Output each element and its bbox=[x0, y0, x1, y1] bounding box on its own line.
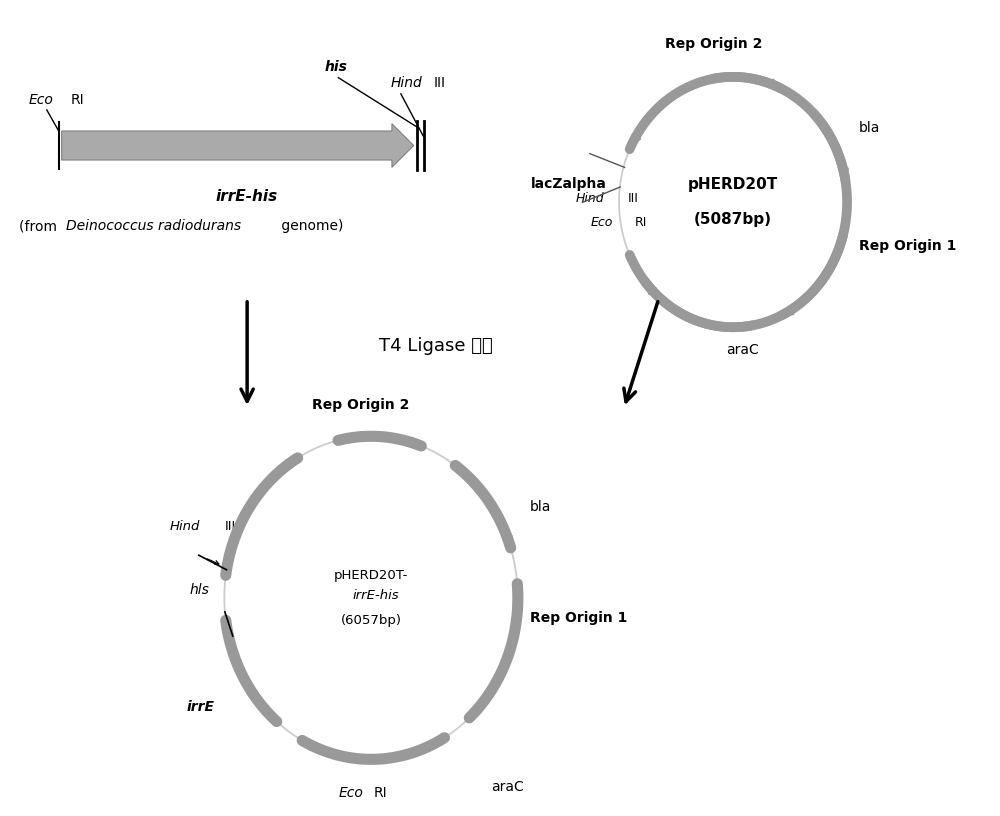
Text: irrE-his: irrE-his bbox=[216, 189, 278, 204]
Text: araC: araC bbox=[727, 344, 759, 357]
FancyArrow shape bbox=[62, 124, 414, 167]
Text: III: III bbox=[225, 521, 236, 533]
Text: RI: RI bbox=[71, 93, 84, 107]
Text: Hind: Hind bbox=[576, 192, 604, 205]
Text: T4 Ligase 连接: T4 Ligase 连接 bbox=[379, 337, 492, 355]
Text: Hind: Hind bbox=[169, 521, 200, 533]
Text: RI: RI bbox=[374, 786, 388, 800]
Text: Hind: Hind bbox=[391, 76, 423, 90]
Text: (from: (from bbox=[19, 219, 61, 233]
Text: Rep Origin 1: Rep Origin 1 bbox=[859, 239, 956, 254]
Text: Rep Origin 1: Rep Origin 1 bbox=[530, 611, 627, 625]
Text: Eco: Eco bbox=[591, 215, 613, 228]
Text: Deinococcus radiodurans: Deinococcus radiodurans bbox=[66, 219, 241, 233]
Text: lacZalpha: lacZalpha bbox=[531, 177, 607, 191]
Text: (5087bp): (5087bp) bbox=[694, 212, 772, 228]
Text: III: III bbox=[434, 76, 446, 90]
Text: III: III bbox=[628, 192, 639, 205]
Text: araC: araC bbox=[492, 779, 524, 793]
Text: Rep Origin 2: Rep Origin 2 bbox=[312, 398, 410, 412]
Text: Eco: Eco bbox=[338, 786, 363, 800]
Text: irrE-his: irrE-his bbox=[353, 589, 399, 602]
Text: hls: hls bbox=[190, 583, 209, 596]
Text: RI: RI bbox=[634, 215, 647, 228]
Text: Eco: Eco bbox=[29, 93, 54, 107]
Text: pHERD20T: pHERD20T bbox=[688, 177, 778, 192]
Text: pHERD20T-: pHERD20T- bbox=[334, 569, 408, 582]
Text: bla: bla bbox=[859, 121, 880, 135]
Text: genome): genome) bbox=[277, 219, 343, 233]
Text: (6057bp): (6057bp) bbox=[341, 614, 402, 627]
Text: his: his bbox=[325, 60, 348, 74]
Text: Rep Origin 2: Rep Origin 2 bbox=[665, 37, 762, 51]
Text: irrE: irrE bbox=[186, 700, 214, 714]
Text: bla: bla bbox=[530, 500, 551, 514]
